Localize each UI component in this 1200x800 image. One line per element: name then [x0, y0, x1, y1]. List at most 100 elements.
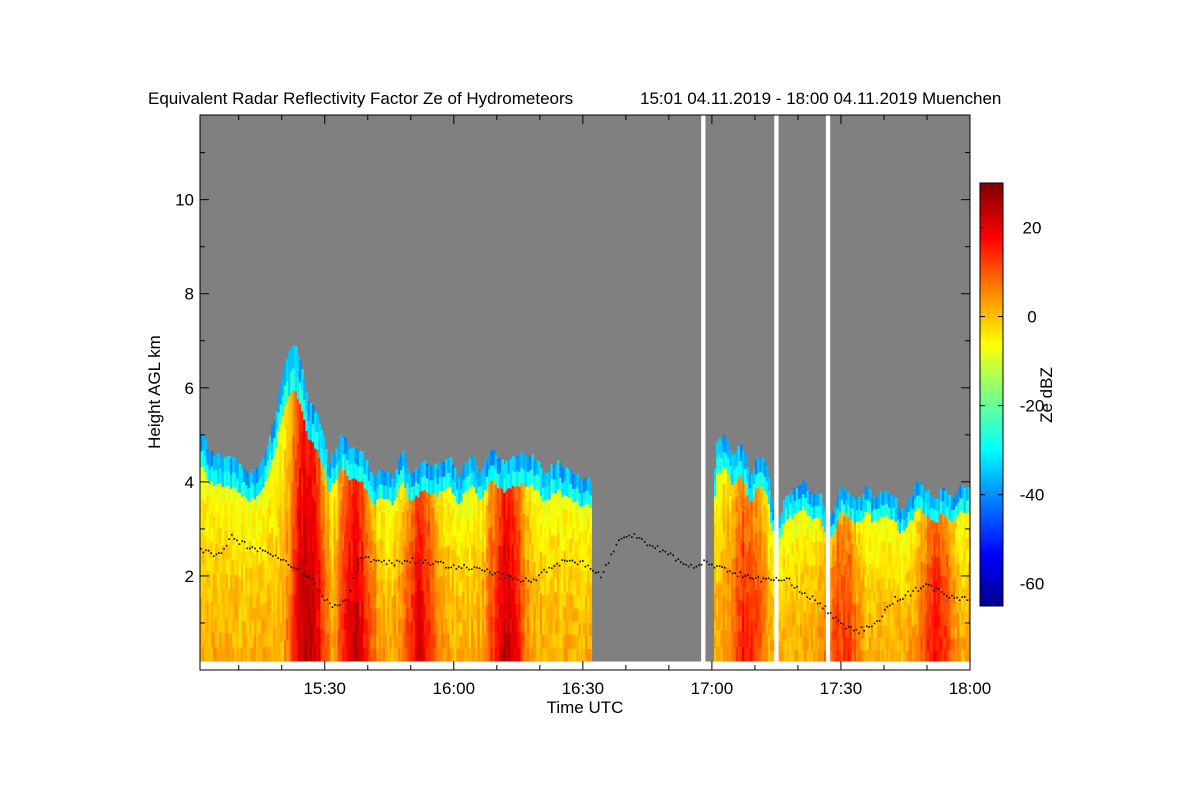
echo-cell — [797, 535, 801, 550]
echo-cell — [533, 546, 537, 562]
echo-cell — [834, 550, 838, 563]
echo-cell — [529, 499, 532, 515]
echo-cell — [754, 618, 758, 634]
echo-cell — [494, 528, 498, 544]
echo-cell — [417, 537, 420, 553]
echo-cell — [896, 639, 900, 652]
echo-column — [746, 467, 750, 663]
echo-cell — [522, 453, 526, 470]
echo-cell — [810, 530, 814, 543]
echo-cell — [311, 643, 315, 663]
echo-cell — [354, 554, 358, 571]
echo-cell — [858, 532, 861, 545]
cloud-base-point — [886, 605, 889, 608]
echo-cell — [529, 514, 532, 530]
echo-cell — [742, 526, 745, 542]
echo-cell — [363, 458, 367, 475]
cloud-base-point — [677, 558, 680, 560]
echo-cell — [245, 634, 248, 649]
echo-cell — [221, 617, 225, 633]
echo-cell — [303, 479, 306, 501]
echo-cell — [724, 452, 728, 470]
echo-cell — [957, 538, 960, 552]
cloud-base-point — [837, 619, 840, 622]
echo-cell — [578, 557, 582, 572]
echo-cell — [255, 647, 259, 663]
echo-cell — [481, 647, 485, 663]
echo-cell — [369, 472, 373, 487]
echo-cell — [266, 506, 270, 523]
echo-cell — [204, 629, 208, 647]
echo-cell — [804, 497, 808, 511]
echo-cell — [212, 515, 216, 531]
echo-cell — [483, 632, 487, 648]
echo-cell — [559, 576, 562, 592]
echo-cell — [815, 516, 818, 530]
echo-cell — [851, 555, 855, 568]
echo-cell — [511, 632, 515, 648]
echo-cell — [391, 491, 395, 506]
echo-cell — [326, 532, 330, 548]
echo-cell — [341, 454, 345, 471]
echo-cell — [716, 598, 719, 615]
echo-cell — [445, 603, 448, 619]
cloud-base-point — [362, 557, 365, 559]
cloud-base-point — [228, 538, 230, 540]
echo-cell — [929, 519, 932, 533]
echo-cell — [247, 621, 251, 636]
echo-cell — [255, 633, 259, 649]
echo-cell — [567, 538, 571, 553]
echo-cell — [255, 578, 259, 594]
echo-cell — [739, 568, 743, 585]
echo-cell — [206, 539, 210, 556]
cloud-base-point — [310, 577, 313, 580]
echo-cell — [526, 456, 530, 473]
echo-cell — [948, 637, 952, 651]
echo-cell — [718, 597, 722, 615]
echo-cell — [819, 637, 823, 651]
echo-cell — [892, 495, 896, 508]
echo-cell — [210, 480, 214, 497]
echo-cell — [341, 565, 345, 583]
echo-cell — [397, 474, 401, 490]
echo-cell — [206, 600, 210, 617]
echo-cell — [946, 518, 950, 531]
echo-cell — [255, 481, 259, 497]
echo-cell — [785, 519, 788, 533]
echo-cell — [212, 602, 216, 619]
echo-cell — [419, 618, 423, 634]
cloud-base-point — [447, 566, 450, 569]
echo-column — [907, 499, 911, 663]
echo-cell — [436, 496, 440, 512]
echo-cell — [903, 552, 907, 564]
echo-cell — [950, 602, 954, 616]
echo-cell — [909, 590, 913, 603]
echo-cell — [238, 478, 242, 493]
echo-cell — [406, 578, 410, 594]
echo-cell — [266, 646, 270, 663]
echo-cell — [301, 619, 304, 642]
echo-cell — [440, 504, 444, 520]
echo-cell — [916, 533, 919, 547]
cloud-base-point — [251, 546, 254, 548]
cloud-base-point — [287, 564, 290, 566]
echo-cell — [823, 650, 827, 663]
echo-cell — [791, 613, 795, 627]
cloud-base-point — [871, 625, 873, 628]
echo-cell — [427, 479, 431, 495]
echo-cell — [733, 602, 737, 618]
echo-column — [507, 458, 511, 663]
cloud-base-point — [883, 608, 886, 611]
echo-cell — [249, 486, 253, 501]
echo-cell — [580, 596, 584, 611]
echo-cell — [860, 498, 864, 511]
echo-cell — [950, 556, 954, 569]
cloud-base-point — [646, 544, 649, 547]
echo-cell — [346, 444, 350, 461]
echo-cell — [408, 594, 412, 609]
echo-cell — [350, 448, 354, 465]
echo-cell — [350, 646, 354, 663]
echo-cell — [208, 542, 212, 559]
echo-cell — [369, 512, 373, 527]
echo-cell — [283, 533, 287, 556]
